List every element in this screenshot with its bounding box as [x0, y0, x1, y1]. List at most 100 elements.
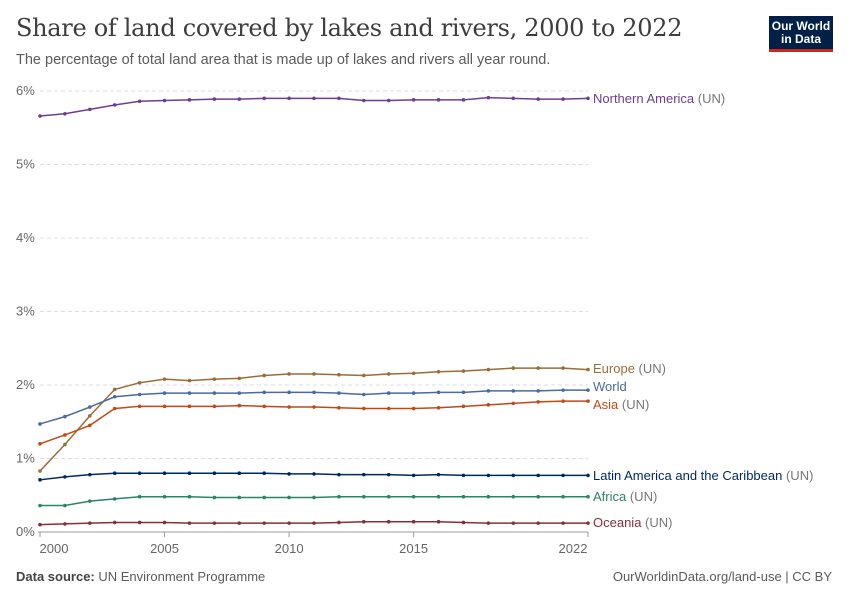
series-suffix: (UN)	[618, 397, 649, 412]
data-point	[386, 98, 391, 103]
source-text[interactable]: UN Environment Programme	[98, 569, 266, 584]
data-point	[561, 388, 565, 392]
series-label: Northern America (UN)	[593, 91, 725, 106]
data-point	[287, 495, 291, 500]
data-point	[237, 391, 242, 395]
data-point	[461, 369, 466, 373]
data-point	[88, 499, 92, 503]
data-point	[187, 391, 192, 395]
data-point	[411, 473, 416, 478]
series-name: Europe	[593, 361, 635, 376]
data-point	[511, 389, 516, 393]
data-point	[63, 433, 67, 437]
data-point	[436, 519, 441, 524]
chart-title: Share of land covered by lakes and river…	[16, 14, 683, 42]
data-point	[386, 472, 391, 477]
data-source: Data source: UN Environment Programme	[16, 569, 265, 584]
data-point	[561, 494, 565, 499]
data-point	[486, 494, 491, 499]
series-label: Africa (UN)	[593, 489, 657, 504]
data-point	[112, 520, 117, 525]
data-point	[411, 391, 416, 395]
data-point	[137, 494, 142, 499]
series-suffix: (UN)	[782, 468, 813, 483]
data-point	[162, 520, 167, 525]
data-point	[262, 96, 266, 101]
data-point	[112, 406, 117, 411]
data-point	[411, 371, 416, 376]
series-name: Asia	[593, 397, 619, 412]
data-point	[536, 400, 540, 404]
x-tick-label: 2010	[275, 541, 304, 556]
data-point	[362, 406, 366, 411]
chart-subtitle: The percentage of total land area that i…	[16, 52, 551, 68]
data-point	[212, 97, 217, 101]
data-point	[536, 366, 540, 370]
data-point	[312, 472, 316, 476]
data-point	[38, 469, 42, 473]
data-point	[511, 366, 516, 370]
data-point	[586, 96, 590, 101]
series-africa: Africa (UN)	[38, 489, 657, 508]
data-point	[337, 372, 341, 377]
y-tick-label: 6%	[16, 83, 35, 98]
data-point	[88, 472, 92, 477]
data-point	[312, 405, 316, 409]
data-point	[561, 399, 565, 403]
data-point	[38, 522, 42, 527]
data-point	[137, 380, 142, 385]
data-point	[461, 473, 466, 478]
data-point	[511, 473, 516, 478]
data-point	[112, 497, 117, 501]
data-point	[88, 107, 92, 112]
series-asia: Asia (UN)	[38, 397, 649, 446]
data-point	[536, 389, 540, 393]
series-suffix: (UN)	[694, 91, 725, 106]
data-point	[88, 405, 92, 409]
data-point	[486, 521, 491, 525]
data-point	[312, 521, 316, 525]
data-point	[362, 519, 366, 524]
data-point	[436, 494, 441, 499]
owid-logo[interactable]: Our World in Data	[769, 16, 833, 52]
data-point	[511, 521, 516, 525]
data-point	[312, 495, 316, 500]
data-point	[137, 404, 142, 409]
data-point	[287, 372, 291, 376]
data-point	[436, 390, 441, 395]
data-point	[411, 406, 416, 411]
data-point	[411, 494, 416, 499]
data-point	[237, 521, 242, 525]
data-point	[536, 494, 540, 499]
data-point	[287, 521, 291, 525]
data-point	[436, 369, 441, 374]
data-point	[411, 98, 416, 102]
data-point	[262, 404, 266, 409]
data-point	[586, 521, 590, 525]
y-tick-label: 4%	[16, 230, 35, 245]
series-name: Oceania	[593, 515, 642, 530]
data-point	[362, 472, 366, 477]
credit-link[interactable]: OurWorldinData.org/land-use | CC BY	[612, 569, 832, 584]
series-europe: Europe (UN)	[38, 361, 666, 473]
data-point	[362, 98, 366, 103]
data-point	[511, 96, 516, 101]
data-point	[187, 98, 192, 102]
x-tick-label: 2000	[40, 541, 69, 556]
series-name: Latin America and the Caribbean	[593, 468, 782, 483]
data-point	[536, 473, 540, 478]
data-point	[212, 404, 217, 409]
series-latin-america-and-the-caribbean: Latin America and the Caribbean (UN)	[38, 468, 813, 483]
data-point	[337, 391, 341, 395]
x-tick-label: 2022	[559, 541, 588, 556]
data-point	[212, 471, 217, 476]
data-point	[112, 387, 117, 392]
series-label: Latin America and the Caribbean (UN)	[593, 468, 813, 483]
data-point	[88, 521, 92, 525]
data-point	[162, 391, 167, 395]
data-point	[38, 442, 42, 446]
data-point	[187, 521, 192, 525]
data-point	[486, 403, 491, 407]
series-suffix: (UN)	[641, 515, 672, 530]
